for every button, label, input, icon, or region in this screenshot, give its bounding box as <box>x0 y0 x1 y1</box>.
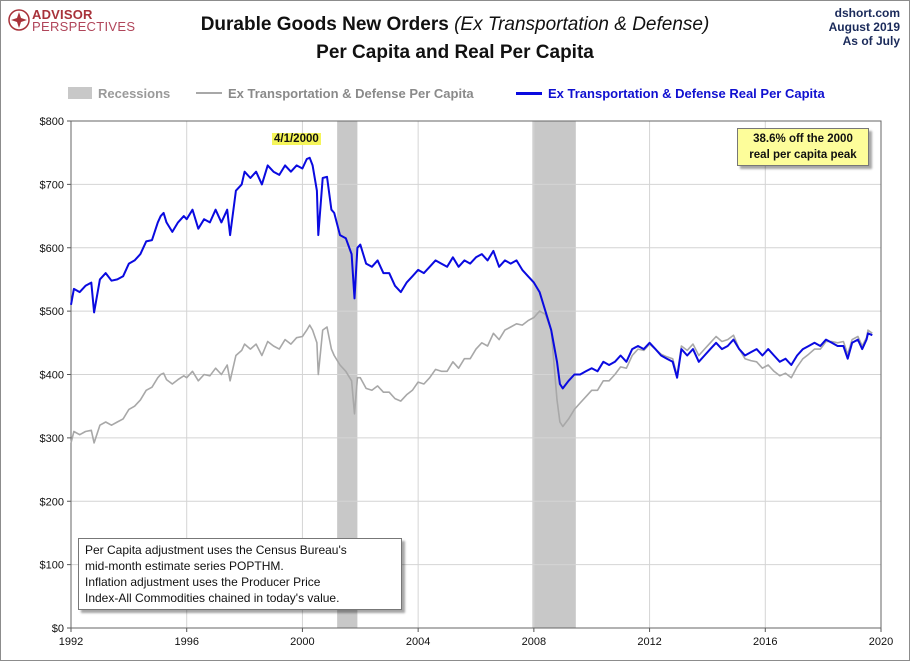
logo-line1: ADVISOR <box>32 7 93 22</box>
x-tick-label-7: 2020 <box>869 636 893 648</box>
peak-date-label: 4/1/2000 <box>272 133 321 145</box>
x-tick-label-0: 1992 <box>59 636 83 648</box>
legend-recession-label: Recessions <box>98 85 171 101</box>
y-tick-label-0: $0 <box>52 623 64 635</box>
logo-wordmark: ADVISOR PERSPECTIVES <box>32 7 136 34</box>
legend-recessions: Recessions <box>68 84 170 102</box>
methodology-note: Per Capita adjustment uses the Census Bu… <box>78 538 402 610</box>
series-real-per-capita-line <box>70 156 873 390</box>
x-tick-label-2: 2000 <box>290 636 314 648</box>
chart-title: Durable Goods New Orders (Ex Transportat… <box>0 14 910 36</box>
y-tick-label-6: $600 <box>40 243 64 255</box>
y-tick-label-8: $800 <box>40 116 64 128</box>
legend-real-swatch <box>516 91 542 95</box>
legend-nominal-label: Ex Transportation & Defense Per Capita <box>228 85 474 101</box>
plot-border <box>70 120 882 629</box>
y-tick-label-4: $400 <box>40 370 64 382</box>
y-tick-label-1: $100 <box>40 560 64 572</box>
legend-nominal: Ex Transportation & Defense Per Capita <box>196 84 474 102</box>
chart-title-main: Durable Goods New Orders <box>200 14 449 35</box>
source-info: dshort.com August 2019 As of July <box>829 6 900 48</box>
y-tick-label-7: $700 <box>40 179 64 191</box>
chart-title-sub: (Ex Transportation & Defense) <box>454 14 710 35</box>
x-tick-label-6: 2016 <box>753 636 777 648</box>
peak-decline-callout: 38.6% off the 2000 real per capita peak <box>737 128 869 166</box>
logo-line2: PERSPECTIVES <box>32 19 136 34</box>
x-tick-label-3: 2004 <box>406 636 430 648</box>
y-tick-label-5: $500 <box>40 306 64 318</box>
callout-line2: real per capita peak <box>749 149 857 161</box>
legend-nominal-swatch <box>196 92 222 94</box>
chart-subtitle: Per Capita and Real Per Capita <box>316 42 594 63</box>
publish-date: August 2019 <box>828 20 900 34</box>
legend-recession-swatch <box>68 87 92 99</box>
y-tick-label-2: $200 <box>40 496 64 508</box>
note-line-3: Inflation adjustment uses the Producer P… <box>85 575 321 589</box>
as-of-date: As of July <box>842 34 900 48</box>
source-site: dshort.com <box>834 6 900 20</box>
x-tick-label-1: 1996 <box>174 636 198 648</box>
x-tick-label-5: 2012 <box>637 636 661 648</box>
note-line-4: Index-All Commodities chained in today's… <box>85 591 340 605</box>
legend-real-label: Ex Transportation & Defense Real Per Cap… <box>548 85 825 101</box>
note-line-1: Per Capita adjustment uses the Census Bu… <box>85 543 347 557</box>
y-tick-label-3: $300 <box>40 433 64 445</box>
x-tick-label-4: 2008 <box>522 636 546 648</box>
note-line-2: mid-month estimate series POPTHM. <box>85 559 284 573</box>
advisor-perspectives-logo-icon <box>8 9 30 31</box>
legend-real: Ex Transportation & Defense Real Per Cap… <box>516 84 825 102</box>
callout-line1: 38.6% off the 2000 <box>753 133 853 145</box>
